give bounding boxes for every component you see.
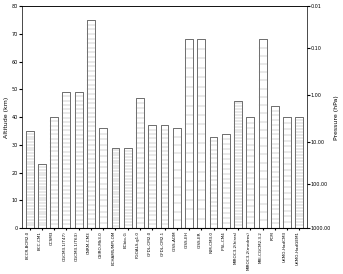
Bar — [124, 148, 132, 228]
Bar — [38, 164, 46, 228]
Bar — [271, 106, 279, 228]
Bar — [222, 134, 230, 228]
Bar — [259, 39, 267, 228]
Bar — [111, 148, 119, 228]
Bar — [234, 101, 242, 228]
Bar — [26, 131, 34, 228]
Bar — [99, 128, 107, 228]
Bar — [75, 92, 83, 228]
Bar — [295, 117, 303, 228]
Bar — [197, 39, 205, 228]
Bar — [87, 20, 95, 228]
Bar — [283, 117, 291, 228]
Bar — [50, 117, 58, 228]
Y-axis label: Pressure (hPa): Pressure (hPa) — [334, 95, 339, 139]
Bar — [210, 137, 217, 228]
Bar — [62, 92, 70, 228]
Bar — [161, 125, 168, 228]
Y-axis label: Altitude (km): Altitude (km) — [4, 96, 9, 138]
Bar — [136, 98, 144, 228]
Bar — [148, 125, 156, 228]
Bar — [173, 128, 181, 228]
Bar — [246, 117, 254, 228]
Bar — [185, 39, 193, 228]
